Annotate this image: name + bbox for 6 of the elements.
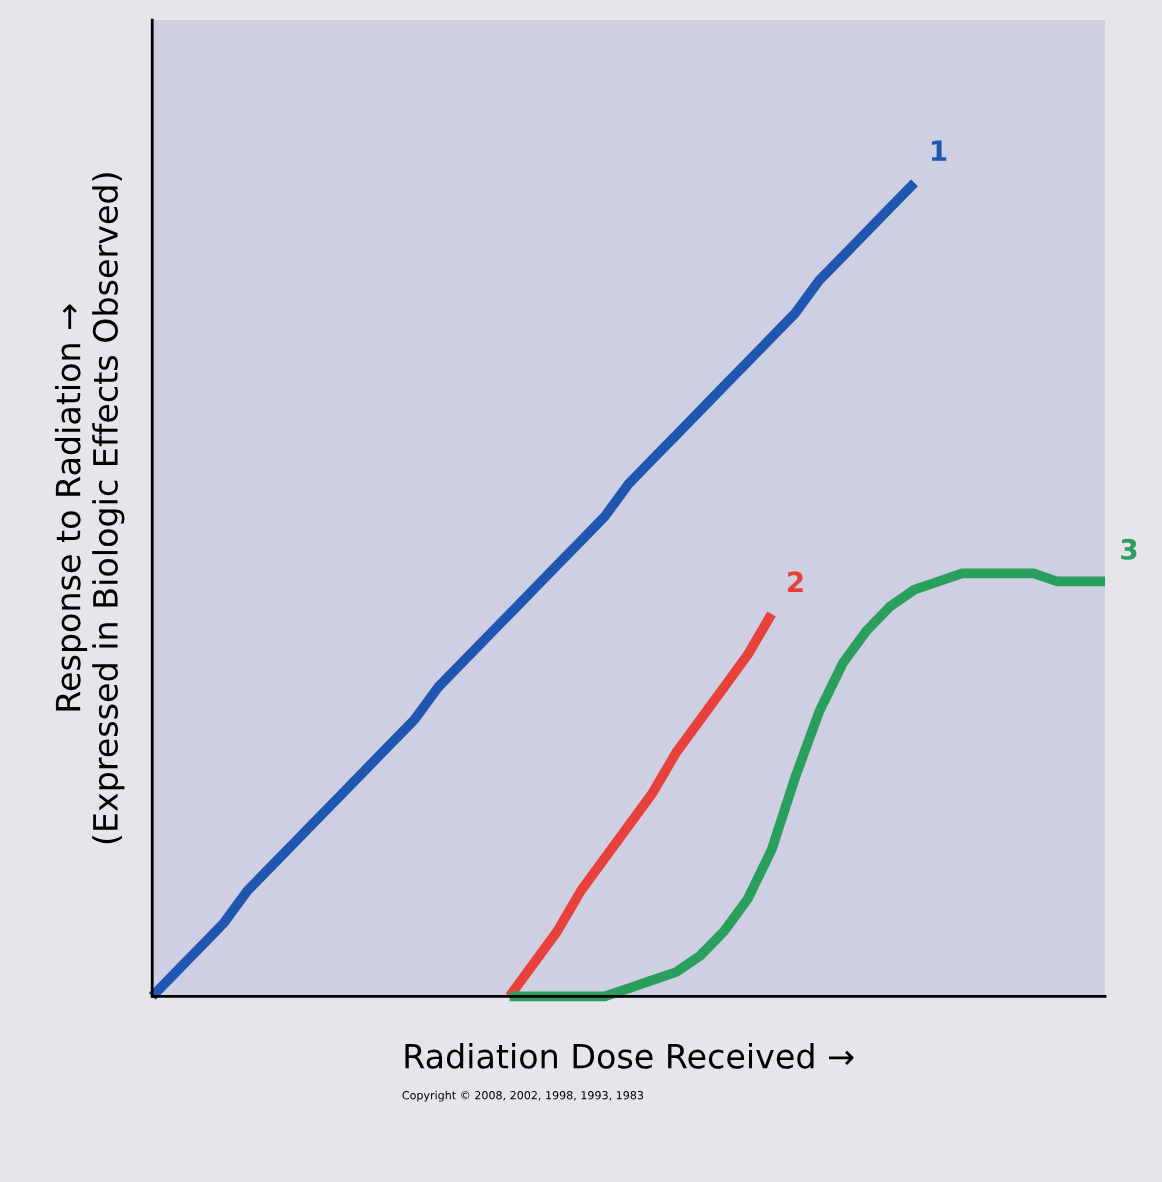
series-label: 2 [788, 571, 803, 592]
x-axis-title: Radiation Dose Received → [405, 1042, 854, 1069]
series-label: 3 [1121, 538, 1137, 560]
text: Copyright © 2008, 2002, 1998, 1993, 1983 [402, 1090, 644, 1102]
y-axis-title: Response to Radiation → (Expressed in Biologic Effects Observed) [54, 173, 125, 844]
series-label: 1 [931, 140, 947, 161]
